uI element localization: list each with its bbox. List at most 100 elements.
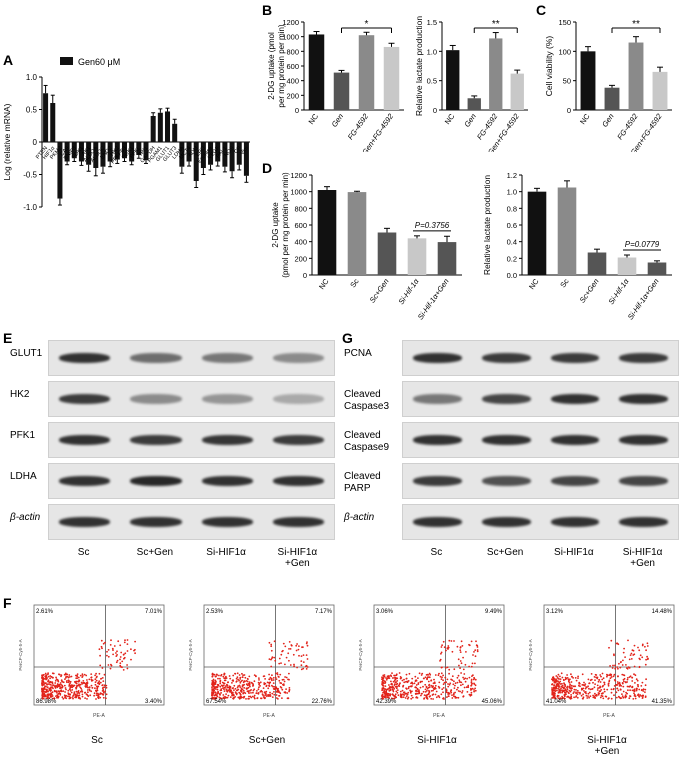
scatter-point (51, 681, 54, 684)
scatter-point (636, 679, 639, 682)
scatter-point (67, 676, 70, 679)
scatter-point (219, 694, 221, 696)
scatter-point (402, 696, 405, 698)
scatter-point (260, 697, 263, 700)
scatter-point (428, 695, 431, 698)
scatter-point (302, 667, 305, 670)
scatter-point (52, 687, 54, 690)
scatter-point (245, 687, 248, 690)
scatter-point (55, 695, 57, 697)
scatter-point (607, 684, 610, 687)
scatter-point (391, 672, 393, 674)
scatter-point (66, 681, 68, 684)
scatter-point (602, 697, 605, 700)
scatter-point (219, 685, 222, 688)
bar (557, 187, 577, 275)
scatter-point (600, 675, 602, 678)
scatter-point (382, 674, 385, 677)
scatter-point (475, 640, 477, 643)
scatter-point (471, 662, 474, 665)
scatter-point (278, 679, 281, 682)
blot-row (402, 422, 679, 458)
bar (527, 191, 547, 275)
scatter-point (41, 681, 43, 683)
scatter-point (432, 693, 435, 696)
scatter-point (634, 682, 636, 684)
scatter-point (94, 683, 97, 686)
panel-label-e: E (3, 330, 13, 346)
scatter-point (641, 656, 644, 659)
scatter-point (606, 673, 608, 676)
scatter-point (99, 664, 102, 667)
bar (93, 142, 99, 168)
scatter-point (445, 681, 448, 684)
scatter-point (594, 683, 596, 685)
scatter-point (558, 681, 561, 684)
scatter-point (617, 675, 619, 678)
bar (107, 142, 113, 162)
scatter-point (90, 684, 93, 687)
scatter-point (88, 686, 91, 689)
scatter-point (624, 695, 627, 698)
scatter-point (440, 646, 443, 648)
scatter-point (588, 691, 591, 694)
scatter-point (610, 691, 613, 694)
scatter-point (388, 684, 390, 686)
scatter-point (119, 644, 122, 647)
quadrant-ur: 9.49% (485, 609, 503, 615)
scatter-point (99, 654, 101, 657)
scatter-point (448, 639, 451, 642)
scatter-point (460, 684, 462, 687)
scatter-point (627, 666, 630, 668)
scatter-point (385, 690, 387, 693)
scatter-point (282, 642, 285, 645)
scatter-point (459, 667, 461, 669)
lane-label: Sc+Gen (486, 547, 524, 558)
scatter-point (611, 667, 614, 669)
scatter-point (83, 681, 86, 684)
scatter-point (407, 691, 410, 694)
legend-swatch (60, 57, 73, 65)
y-tick-label: 0.2 (507, 254, 517, 263)
blot-band (201, 394, 253, 404)
scatter-point (390, 680, 392, 683)
scatter-point (635, 678, 638, 681)
scatter-point (275, 686, 278, 689)
scatter-point (620, 697, 623, 699)
scatter-point (468, 644, 471, 647)
x-tick-label: Si-Hif-1α+Gen (416, 277, 451, 321)
chart-d-lactate: 1.2 1.0 0.8 0.6 0.4 0.2 0.0 Relative lactate pr… (482, 171, 672, 321)
scatter-point (238, 674, 241, 676)
scatter-point (567, 678, 570, 681)
scatter-point (476, 646, 479, 648)
scatter-point (381, 689, 383, 692)
scatter-point (270, 658, 272, 661)
scatter-point (235, 680, 238, 683)
scatter-point (98, 672, 101, 675)
x-tick-label: NC (307, 112, 321, 127)
scatter-point (228, 690, 231, 693)
y-axis-label: Relative lactate production (414, 16, 424, 116)
scatter-point (90, 673, 93, 675)
scatter-point (410, 697, 413, 700)
blot-band (550, 435, 600, 445)
scatter-point (613, 685, 616, 687)
scatter-point (398, 672, 401, 674)
scatter-point (463, 678, 465, 680)
x-tick-label: NC (578, 112, 592, 127)
y-tick-label: 0 (433, 106, 437, 115)
scatter-point (430, 679, 432, 682)
scatter-point (601, 672, 604, 675)
scatter-point (232, 687, 235, 689)
scatter-point (134, 640, 136, 643)
scatter-point (279, 673, 282, 676)
bar (333, 72, 350, 110)
scatter-point (94, 681, 97, 683)
scatter-point (617, 689, 620, 692)
scatter-point (94, 678, 97, 681)
scatter-point (234, 672, 236, 675)
blot-row (48, 340, 335, 376)
y-tick-label: 800 (294, 204, 307, 213)
bar (647, 262, 667, 275)
scatter-point (252, 685, 254, 687)
